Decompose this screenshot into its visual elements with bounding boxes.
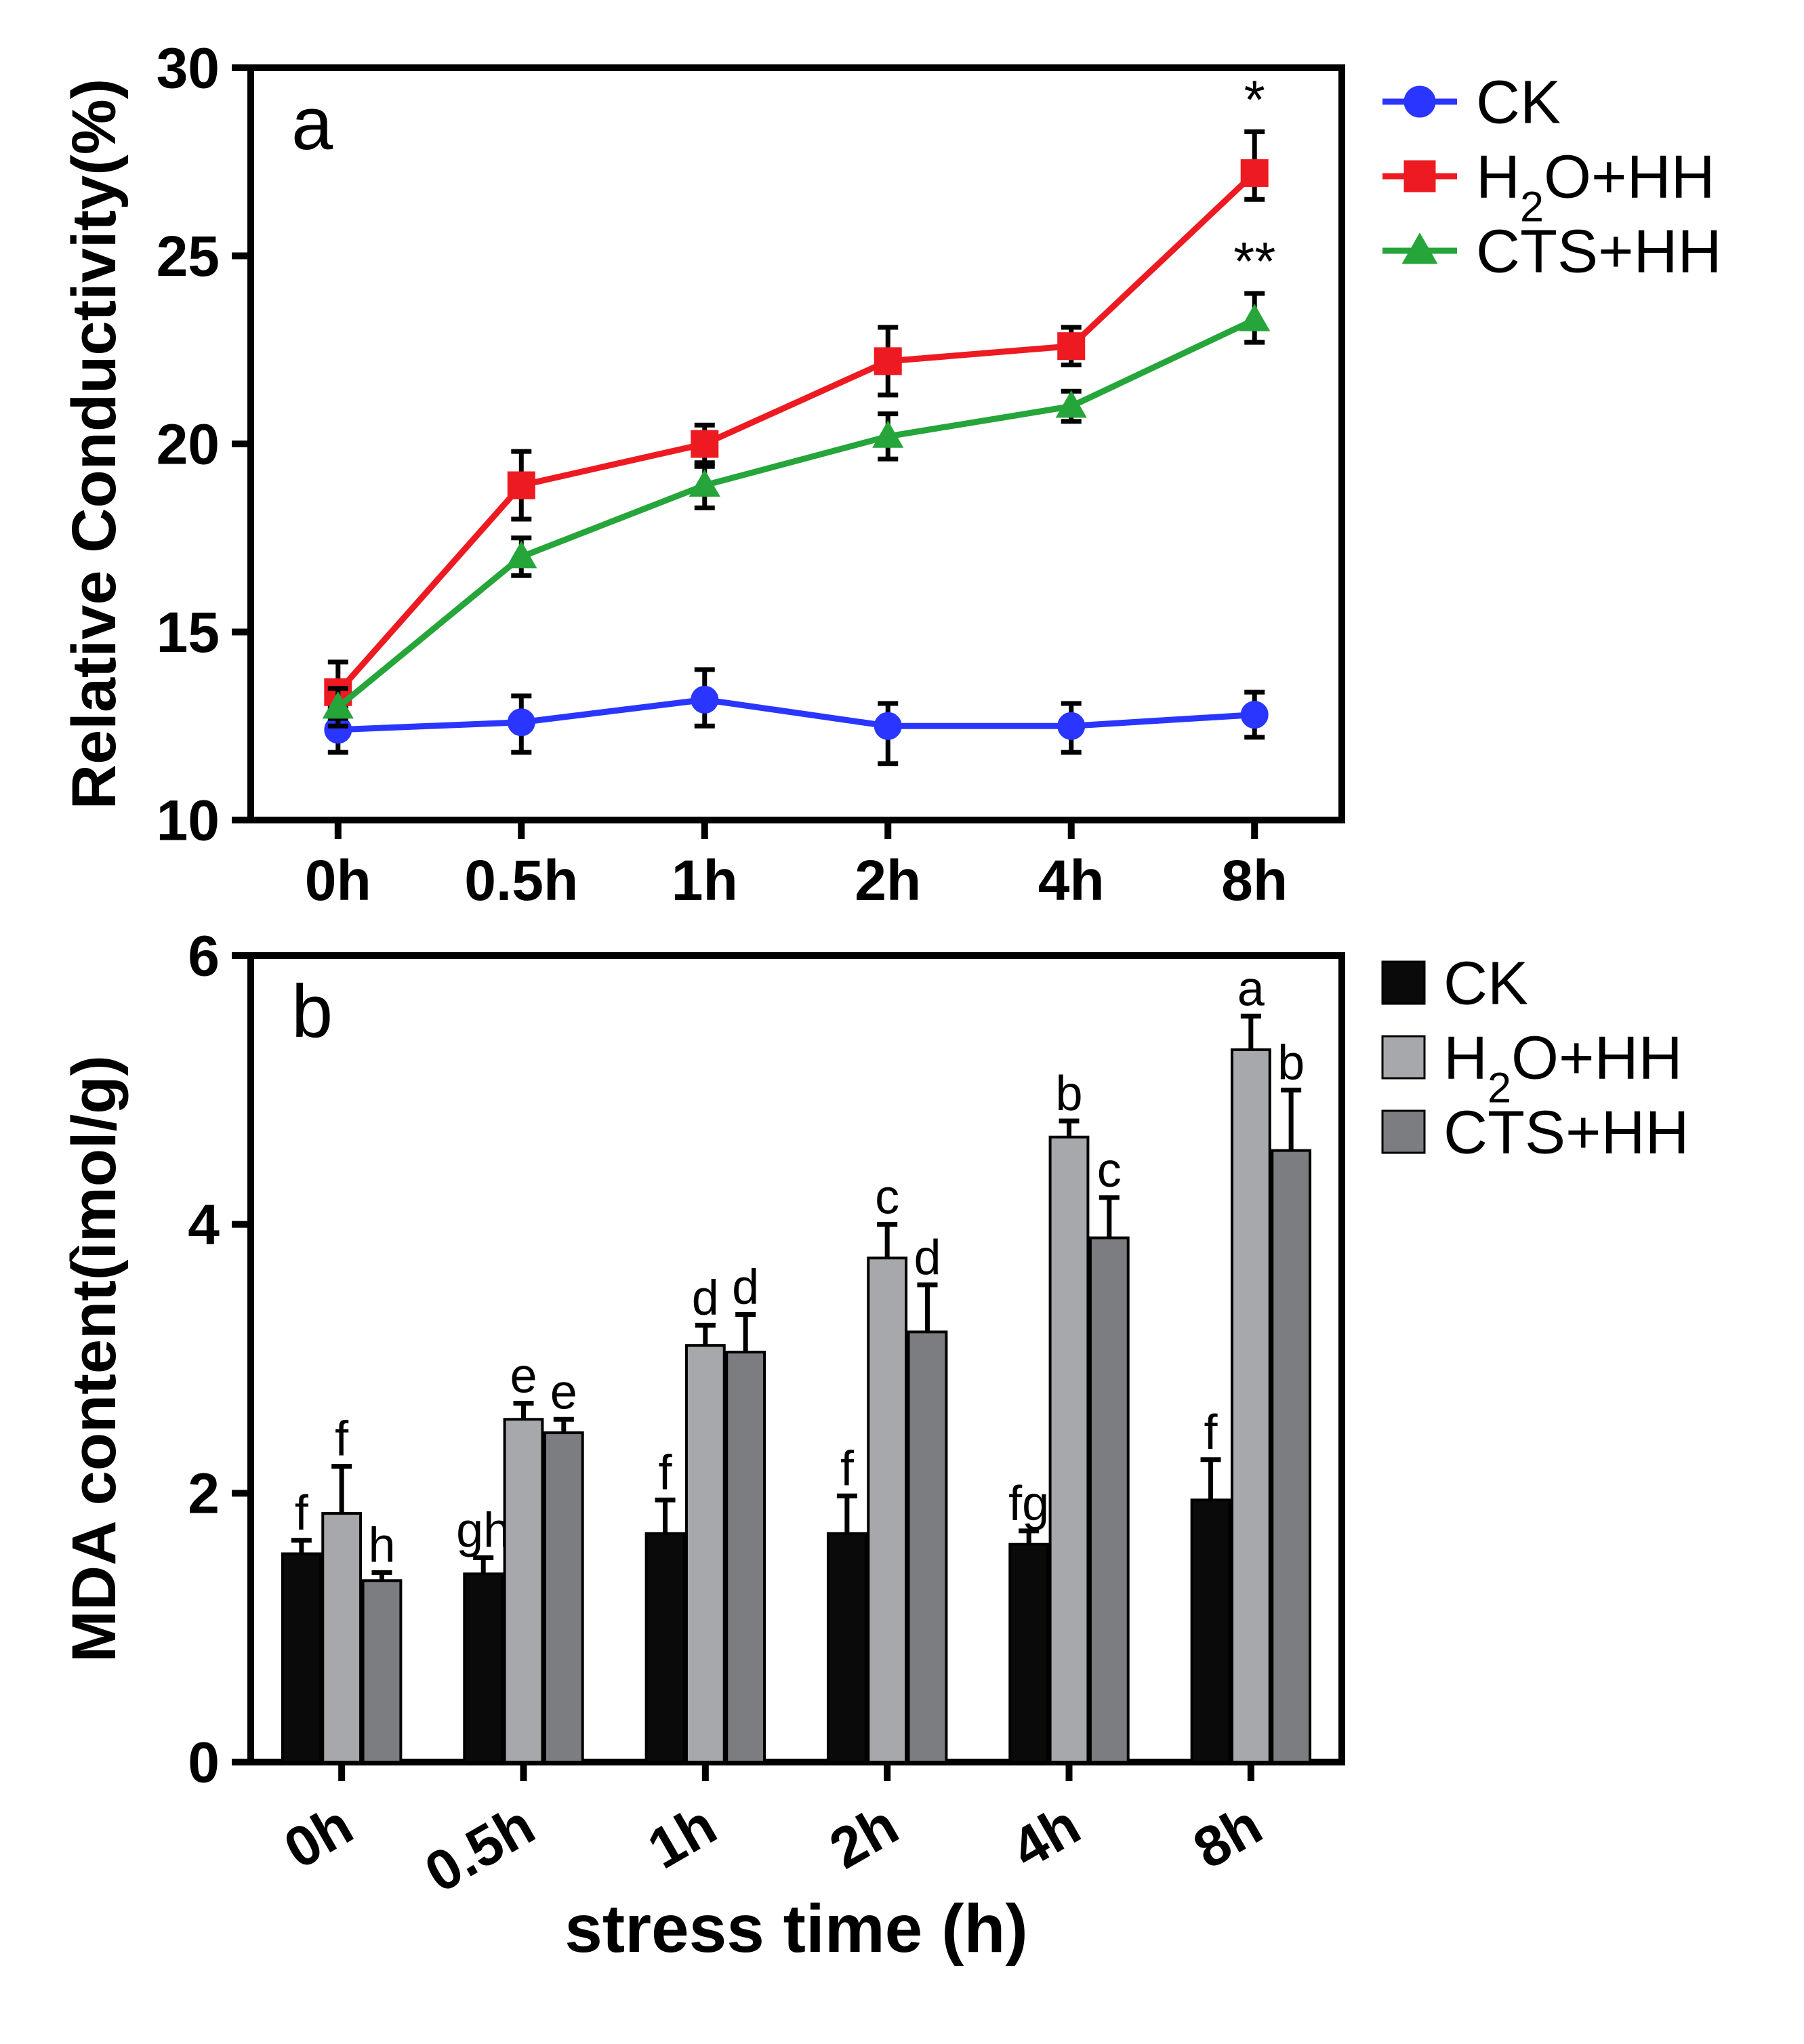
panel-b-ylabel: MDA content(ìmol/g) [60, 1055, 129, 1662]
panel-a-ytick-label: 15 [157, 600, 220, 664]
panel-a-xtick-label: 0h [305, 849, 371, 912]
bar [505, 1419, 543, 1762]
bar [647, 1534, 684, 1762]
bar-sig-label: fg [1008, 1477, 1049, 1531]
bar-sig-label: c [875, 1170, 899, 1225]
panel-b-legend-label: CTS+HH [1443, 1099, 1689, 1167]
bar [828, 1534, 866, 1762]
figure-svg: 10152025300h0.5h1h2h4h8hRelative Conduct… [27, 27, 1777, 2003]
bar-sig-label: d [914, 1231, 941, 1285]
bar [363, 1580, 401, 1762]
marker-square-icon [874, 348, 901, 375]
bar-sig-label: b [1055, 1067, 1082, 1121]
bar [1090, 1238, 1128, 1763]
panel-b-legend-label: CK [1443, 950, 1528, 1018]
legend-swatch-icon [1382, 962, 1424, 1004]
panel-a-label: a [291, 82, 333, 165]
bar-sig-label: b [1277, 1036, 1305, 1090]
bar-sig-label: f [659, 1446, 673, 1500]
bar [909, 1332, 947, 1762]
bar-sig-label: e [550, 1365, 577, 1419]
bar-sig-label: d [732, 1261, 759, 1315]
panel-b-ytick-label: 6 [188, 924, 220, 987]
marker-circle-icon [1241, 701, 1268, 729]
panel-a-ylabel: Relative Conductivity(%) [60, 79, 129, 810]
bar [1192, 1500, 1230, 1762]
figure-container: 10152025300h0.5h1h2h4h8hRelative Conduct… [0, 0, 1804, 2044]
marker-square-icon [1404, 161, 1435, 192]
marker-circle-icon [691, 686, 718, 713]
panel-a-xtick-label: 4h [1038, 849, 1105, 912]
bar-sig-label: c [1097, 1143, 1122, 1198]
bar-sig-label: f [1204, 1406, 1218, 1460]
bar [323, 1513, 361, 1762]
bar-sig-label: h [368, 1518, 395, 1572]
panel-a-xtick-label: 1h [672, 849, 738, 912]
marker-circle-icon [1058, 712, 1085, 739]
bar [686, 1345, 724, 1762]
bar [868, 1258, 906, 1762]
bar [1232, 1050, 1270, 1762]
bar [1272, 1151, 1310, 1762]
marker-square-icon [1241, 159, 1268, 186]
panel-b-ytick-label: 2 [188, 1462, 220, 1526]
bar [464, 1574, 502, 1762]
panel-a-xtick-label: 2h [855, 849, 921, 912]
panel-a-ytick-label: 25 [157, 224, 220, 288]
panel-b-label: b [291, 970, 333, 1053]
marker-circle-icon [1404, 86, 1435, 117]
bar-sig-label: f [335, 1412, 349, 1467]
panel-a-ytick-label: 10 [157, 788, 220, 852]
bar-sig-label: d [692, 1271, 719, 1325]
panel-a-annotation: ** [1233, 231, 1275, 291]
legend-swatch-icon [1382, 1036, 1424, 1078]
bar-sig-label: gh [456, 1504, 510, 1558]
panel-b-ytick-label: 4 [188, 1193, 220, 1256]
bar-sig-label: a [1237, 962, 1265, 1016]
marker-square-icon [691, 430, 718, 457]
panel-a-ytick-label: 20 [157, 412, 220, 476]
marker-square-icon [508, 472, 535, 499]
bar [1050, 1137, 1088, 1762]
panel-a-xtick-label: 0.5h [464, 849, 578, 912]
panel-a-xtick-label: 8h [1221, 849, 1288, 912]
legend-swatch-icon [1382, 1111, 1424, 1153]
panel-b-ytick-label: 0 [188, 1730, 220, 1794]
marker-circle-icon [874, 712, 901, 739]
bar [283, 1554, 321, 1762]
bar-sig-label: f [840, 1442, 855, 1496]
panel-a-annotation: * [1244, 69, 1265, 129]
xaxis-title: stress time (h) [565, 1891, 1028, 1967]
bar-sig-label: e [510, 1349, 537, 1403]
bar [1010, 1545, 1048, 1762]
bar [726, 1352, 764, 1762]
marker-circle-icon [508, 709, 535, 736]
bar [545, 1433, 583, 1762]
panel-a-legend-label: CTS+HH [1476, 218, 1722, 286]
bar-sig-label: f [295, 1486, 309, 1540]
marker-square-icon [1058, 333, 1085, 360]
panel-a-legend-label: CK [1476, 69, 1561, 137]
panel-a-ytick-label: 30 [157, 36, 220, 100]
